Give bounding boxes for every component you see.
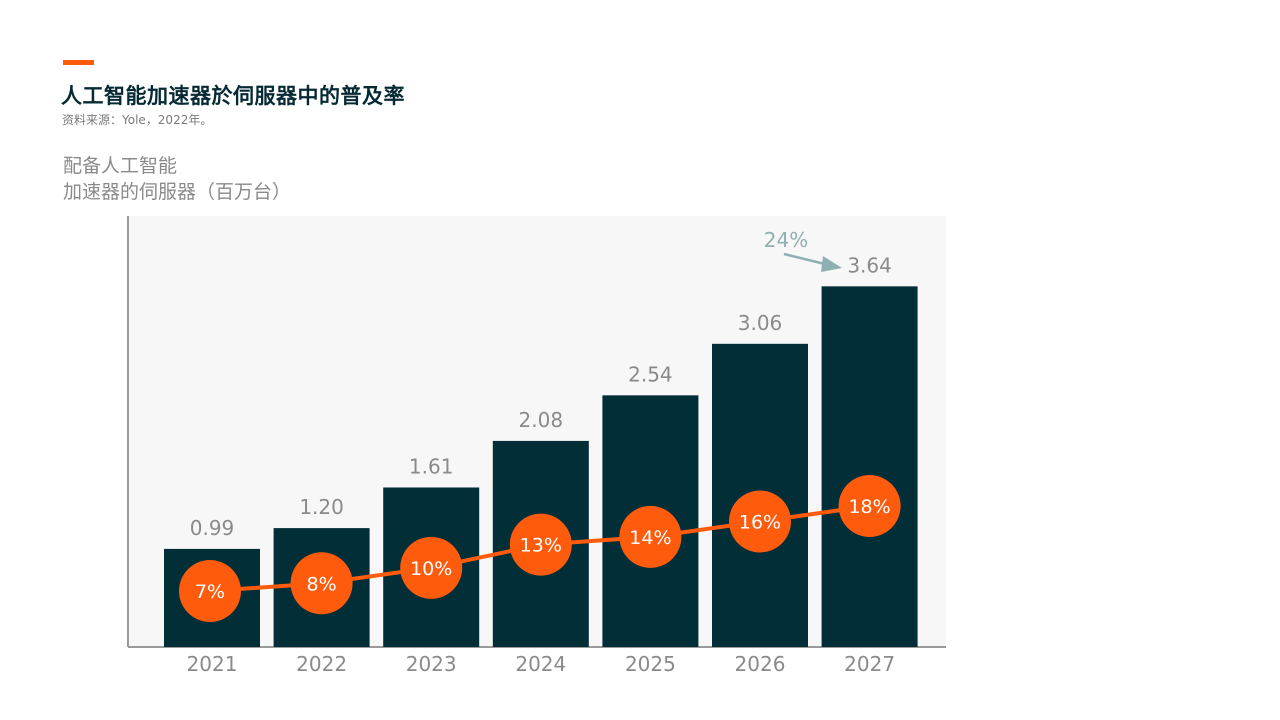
bar-value-label-2024: 2.08 — [519, 408, 564, 432]
y-axis-label-line-2: 加速器的伺服器（百万台） — [63, 181, 292, 203]
bar-2027 — [821, 286, 918, 647]
bar-value-label-2026: 3.06 — [738, 311, 783, 335]
rate-marker-2026 — [729, 490, 791, 553]
rate-marker-2021 — [179, 560, 241, 622]
y-axis-label-line-1: 配备人工智能 — [63, 155, 178, 177]
bar-value-label-2021: 0.99 — [190, 516, 235, 540]
accent-bar — [63, 60, 94, 65]
growth-annotation-label: 24% — [764, 228, 808, 252]
x-tick-label-2024: 2024 — [515, 652, 566, 676]
bar-value-label-2025: 2.54 — [628, 362, 673, 386]
bar-value-label-2027: 3.64 — [847, 253, 892, 277]
rate-marker-2025 — [619, 505, 682, 568]
y-axis-label: 配备人工智能 加速器的伺服器（百万台） — [63, 153, 291, 205]
x-tick-label-2023: 2023 — [406, 652, 457, 676]
growth-annotation-arrow-head — [821, 256, 842, 272]
source-note: 资料来源：Yole，2022年。 — [62, 113, 213, 127]
rate-marker-2022 — [290, 552, 353, 615]
rate-marker-2024 — [509, 513, 572, 576]
rate-label-2023: 10% — [410, 558, 452, 580]
x-tick-label-2026: 2026 — [735, 652, 786, 676]
chart-title: 人工智能加速器於伺服器中的普及率 — [61, 84, 405, 108]
growth-annotation-arrow-shaft — [783, 252, 830, 267]
rate-label-2027: 18% — [848, 496, 890, 518]
bar-value-label-2023: 1.61 — [409, 454, 454, 478]
x-tick-label-2021: 2021 — [187, 652, 238, 676]
x-tick-label-2027: 2027 — [844, 652, 895, 676]
bar-value-label-2022: 1.20 — [299, 495, 344, 519]
rate-label-2022: 8% — [307, 573, 337, 595]
rate-label-2021: 7% — [195, 581, 225, 603]
x-tick-label-2022: 2022 — [296, 652, 347, 676]
rate-marker-2023 — [400, 536, 463, 599]
x-tick-label-2025: 2025 — [625, 652, 676, 676]
rate-label-2026: 16% — [739, 511, 781, 533]
rate-marker-2027 — [838, 475, 901, 537]
rate-label-2025: 14% — [629, 527, 671, 549]
rate-label-2024: 13% — [520, 535, 562, 557]
